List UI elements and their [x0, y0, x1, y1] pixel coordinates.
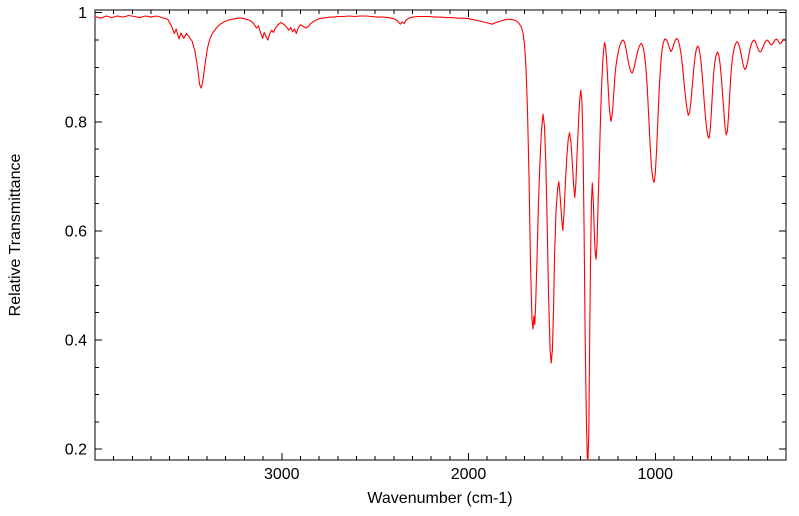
- plot-border: [94, 9, 787, 461]
- y-tick-label: 1: [78, 5, 87, 22]
- x-tick-label: 2000: [451, 466, 487, 483]
- y-tick-label: 0.6: [65, 223, 87, 240]
- y-tick-label: 0.2: [65, 442, 87, 459]
- y-axis-title: Relative Transmittance: [7, 154, 24, 317]
- spectrum-line: [94, 14, 785, 461]
- x-tick-label: 3000: [264, 466, 300, 483]
- x-axis-title: Wavenumber (cm-1): [367, 490, 512, 507]
- y-tick-label: 0.8: [65, 114, 87, 131]
- x-tick-label: 1000: [637, 466, 673, 483]
- y-tick-label: 0.4: [65, 333, 87, 350]
